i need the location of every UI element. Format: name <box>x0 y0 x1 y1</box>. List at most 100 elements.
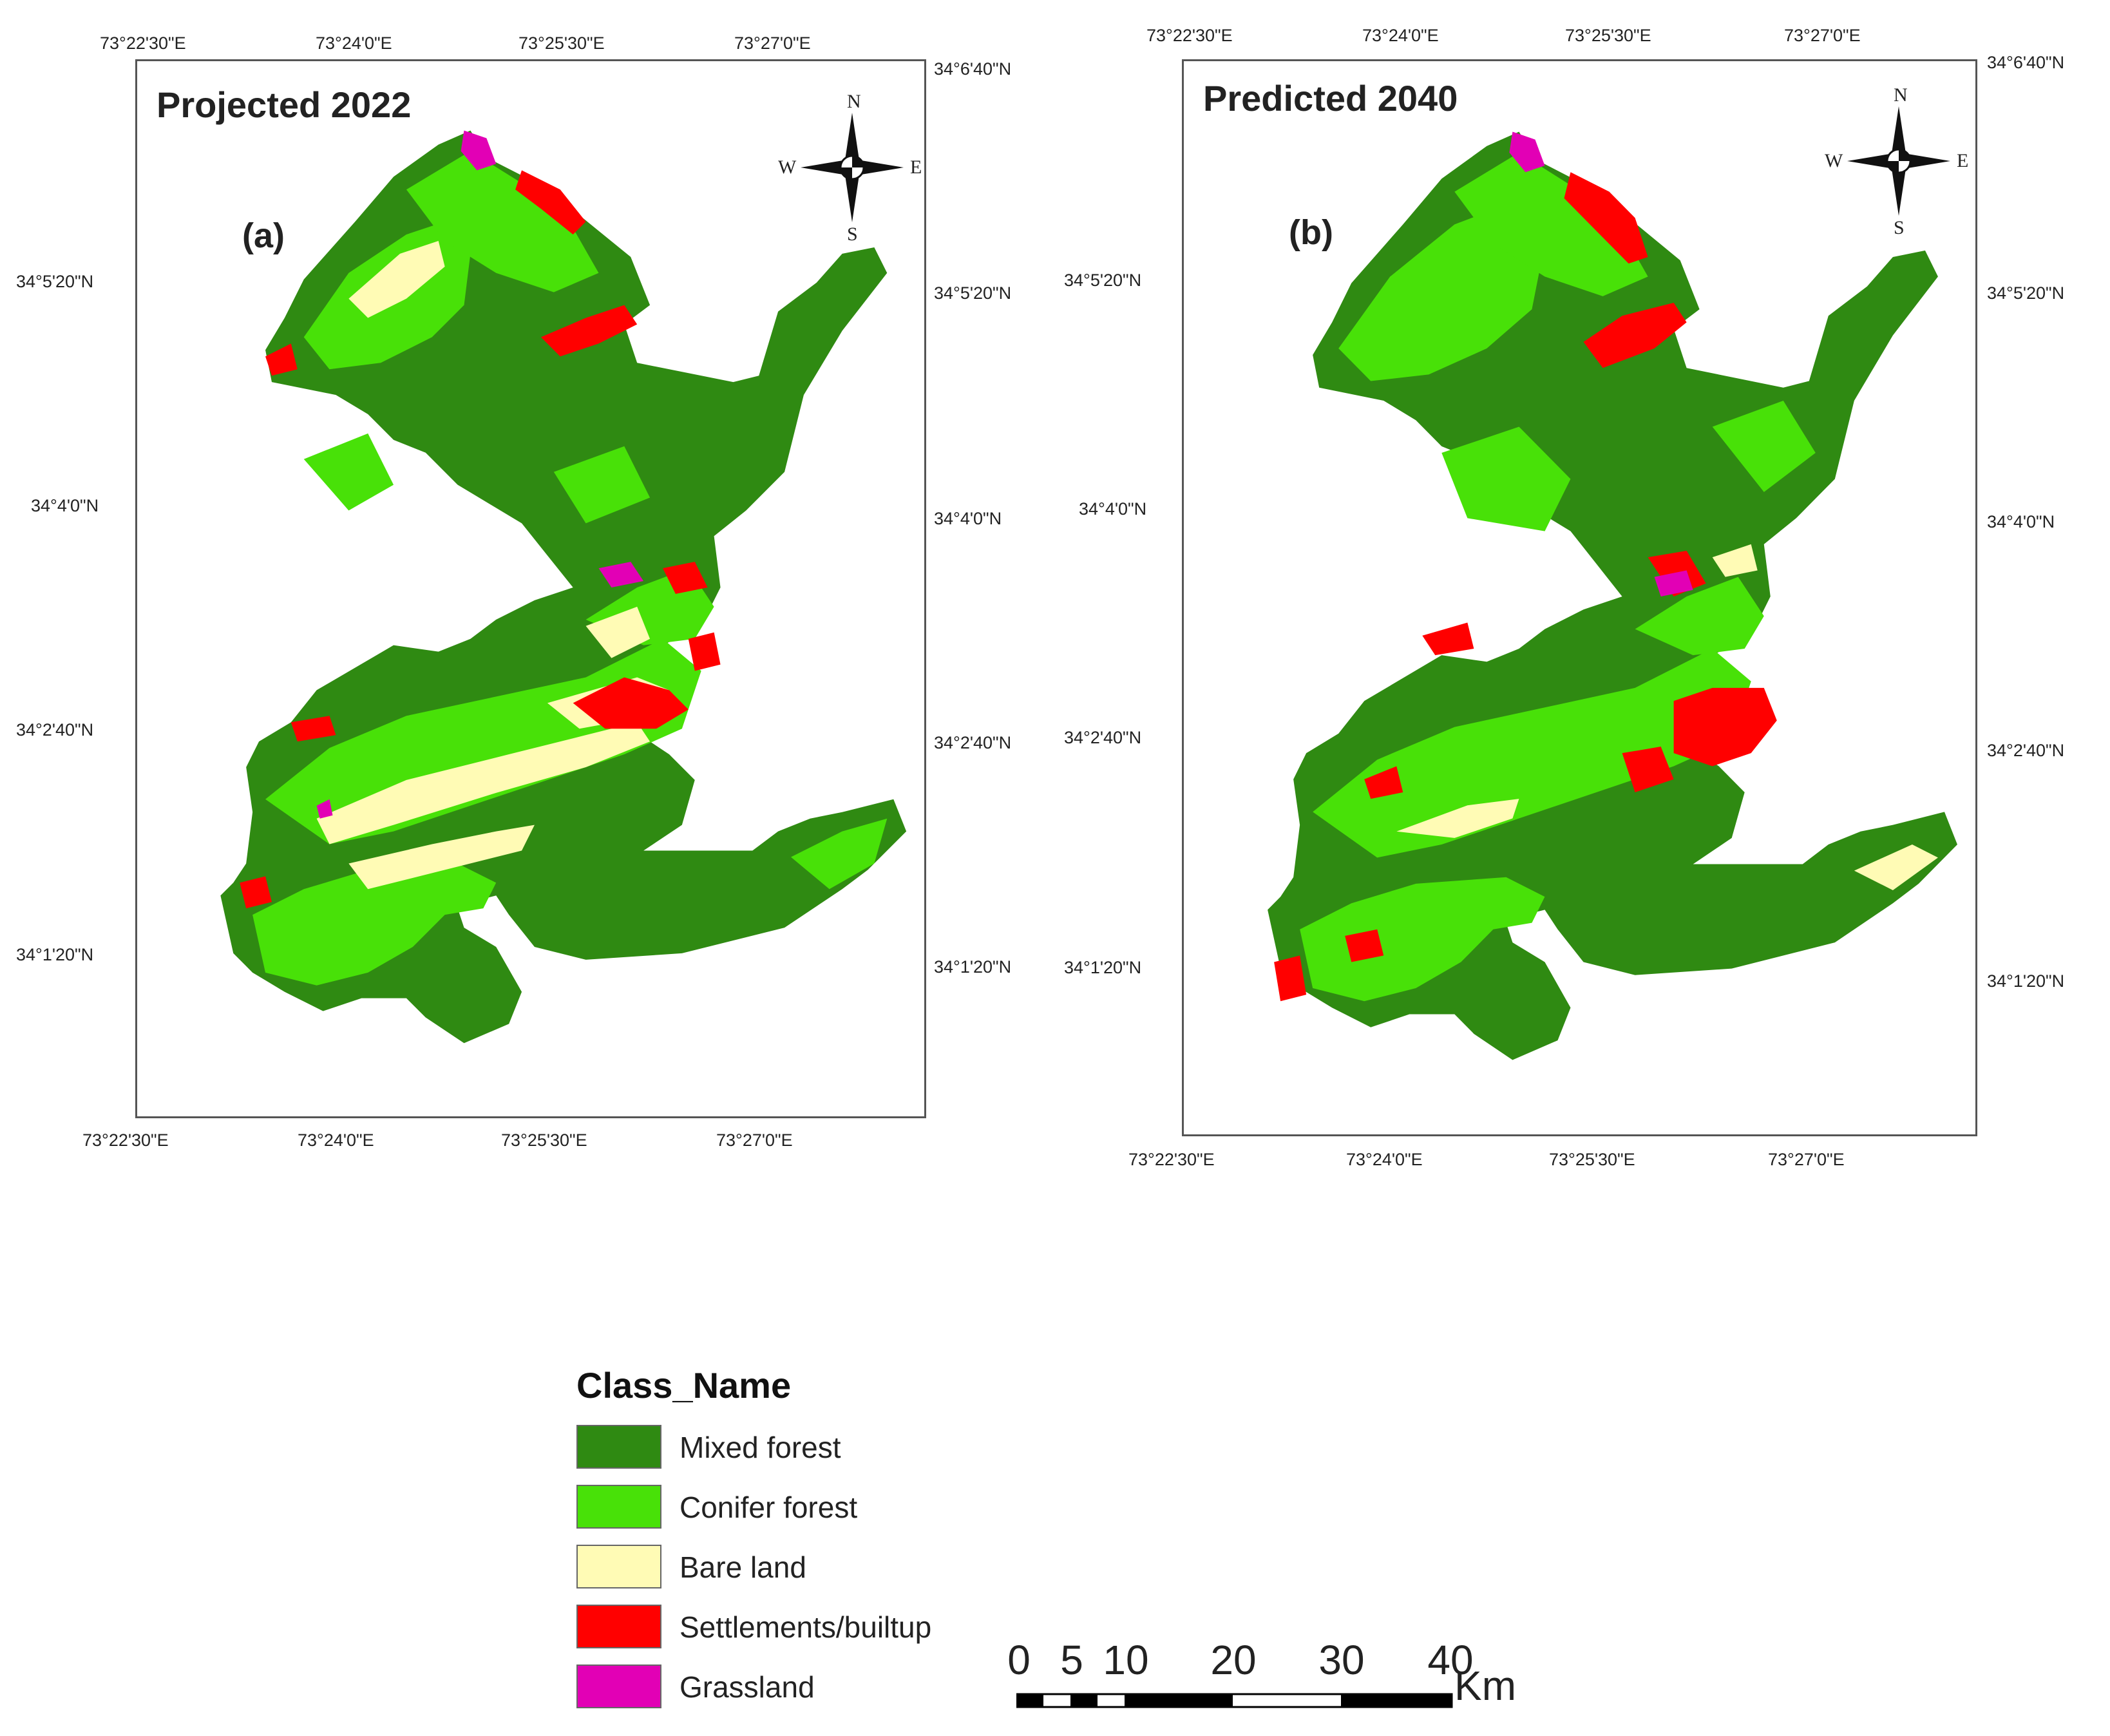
conifer-forest-patch <box>252 863 497 986</box>
left-tick-label: 34°4'0"N <box>1079 499 1147 519</box>
grassland-patch <box>1509 131 1545 173</box>
map-frame-a: N S W E Projected 2022 (a) <box>135 59 926 1118</box>
compass-east-label: E <box>910 157 922 178</box>
conifer-forest-patch <box>1712 400 1816 492</box>
conifer-forest-patch <box>1300 877 1545 1002</box>
bare-land-patch <box>1396 799 1519 838</box>
top-tick-label: 73°24'0"E <box>316 33 392 53</box>
grassland-patch <box>598 562 644 588</box>
legend-label: Settlements/builtup <box>680 1610 932 1644</box>
legend-label: Mixed forest <box>680 1431 841 1464</box>
bare-land-patch <box>1854 844 1938 890</box>
scale-label: 5 <box>1060 1637 1083 1683</box>
legend-swatch <box>576 1545 661 1588</box>
bottom-tick-label: 73°22'30"E <box>1128 1150 1215 1169</box>
conifer-forest-patch <box>406 151 599 292</box>
bottom-tick-label: 73°25'30"E <box>501 1130 587 1150</box>
legend-item-conifer-forest: Conifer forest <box>576 1485 1027 1531</box>
right-tick-label: 34°6'40"N <box>934 59 1012 79</box>
top-tick-label: 73°24'0"E <box>1362 26 1439 45</box>
north-arrow-compass-b: N S W E <box>1825 87 1968 235</box>
right-tick-label: 34°2'40"N <box>1987 741 2065 760</box>
panel-b-letter: (b) <box>1289 213 1333 252</box>
right-tick-label: 34°1'20"N <box>1987 971 2065 991</box>
settlement-patch <box>1583 302 1687 368</box>
legend-swatch <box>576 1485 661 1529</box>
right-tick-label: 34°4'0"N <box>934 509 1002 528</box>
conifer-forest-patch <box>553 446 651 524</box>
settlement-patch <box>1564 172 1648 264</box>
scale-label: 0 <box>1007 1637 1031 1683</box>
settlement-patch <box>662 562 708 594</box>
conifer-forest-patch <box>1635 577 1764 656</box>
bottom-tick-label: 73°22'30"E <box>82 1130 169 1150</box>
bottom-tick-label: 73°27'0"E <box>716 1130 793 1150</box>
right-tick-label: 34°1'20"N <box>934 957 1012 977</box>
settlement-patch <box>1422 622 1474 656</box>
right-tick-label: 34°5'20"N <box>1987 283 2065 303</box>
conifer-forest-patch <box>303 433 394 511</box>
settlement-patch <box>573 677 689 729</box>
legend-item-grassland: Grassland <box>576 1664 1027 1711</box>
compass-south-label: S <box>1894 217 1905 235</box>
legend-item-bare-land: Bare land <box>576 1545 1027 1591</box>
left-tick-label: 34°1'20"N <box>16 945 94 964</box>
bottom-tick-label: 73°24'0"E <box>298 1130 374 1150</box>
compass-north-label: N <box>847 93 861 112</box>
bottom-tick-label: 73°25'30"E <box>1549 1150 1635 1169</box>
scale-label: 20 <box>1210 1637 1257 1683</box>
settlement-patch <box>515 170 586 235</box>
grassland-patch <box>461 130 497 171</box>
left-tick-label: 34°2'40"N <box>16 720 94 739</box>
legend-swatch <box>576 1425 661 1469</box>
conifer-forest-patch <box>791 818 888 890</box>
legend-label: Grassland <box>680 1670 815 1704</box>
bare-land-patch <box>585 606 651 658</box>
settlement-patch <box>1345 929 1384 962</box>
left-tick-label: 34°4'0"N <box>31 496 99 515</box>
right-tick-label: 34°2'40"N <box>934 733 1012 752</box>
top-tick-label: 73°27'0"E <box>734 33 811 53</box>
grassland-patch <box>1654 570 1693 596</box>
right-tick-label: 34°6'40"N <box>1987 53 2065 72</box>
top-tick-label: 73°27'0"E <box>1784 26 1861 45</box>
north-arrow-compass-a: N S W E <box>778 93 922 242</box>
bottom-tick-label: 73°24'0"E <box>1346 1150 1423 1169</box>
right-tick-label: 34°4'0"N <box>1987 512 2055 531</box>
settlement-patch <box>290 716 336 742</box>
settlement-patch <box>265 343 298 376</box>
right-tick-label: 34°5'20"N <box>934 283 1012 303</box>
top-tick-label: 73°22'30"E <box>1146 26 1233 45</box>
left-tick-label: 34°5'20"N <box>1064 271 1142 290</box>
legend-swatch <box>576 1664 661 1708</box>
left-tick-label: 34°2'40"N <box>1064 728 1142 747</box>
top-tick-label: 73°22'30"E <box>100 33 186 53</box>
settlement-patch <box>1274 955 1307 1002</box>
compass-west-label: W <box>1825 150 1843 171</box>
conifer-forest-patch <box>1338 204 1545 381</box>
map-frame-b: N S W E Predicted 2040 (b) <box>1182 59 1977 1136</box>
legend-item-mixed-forest: Mixed forest <box>576 1425 1027 1471</box>
land-cover-map-b <box>1268 131 1957 1060</box>
scale-unit: Km <box>1454 1663 1516 1709</box>
settlement-patch <box>240 876 272 909</box>
compass-west-label: W <box>778 157 797 178</box>
compass-north-label: N <box>1894 87 1908 106</box>
bare-land-patch <box>1712 544 1758 577</box>
land-cover-map-a <box>220 130 907 1044</box>
scale-bar-graphic <box>1016 1693 1453 1708</box>
bottom-tick-label: 73°27'0"E <box>1768 1150 1845 1169</box>
grassland-patch <box>316 799 333 819</box>
panel-a-title: Projected 2022 <box>157 84 412 125</box>
conifer-forest-patch <box>1454 152 1648 296</box>
conifer-forest-patch <box>1313 649 1751 858</box>
conifer-forest-patch <box>1441 426 1571 531</box>
left-tick-label: 34°1'20"N <box>1064 958 1142 977</box>
bare-land-patch <box>348 240 445 318</box>
top-tick-label: 73°25'30"E <box>1565 26 1651 45</box>
settlement-patch <box>1364 766 1403 799</box>
legend-label: Conifer forest <box>680 1491 858 1524</box>
legend-title: Class_Name <box>576 1365 792 1406</box>
left-tick-label: 34°5'20"N <box>16 272 94 291</box>
panel-b-title: Predicted 2040 <box>1203 78 1458 119</box>
